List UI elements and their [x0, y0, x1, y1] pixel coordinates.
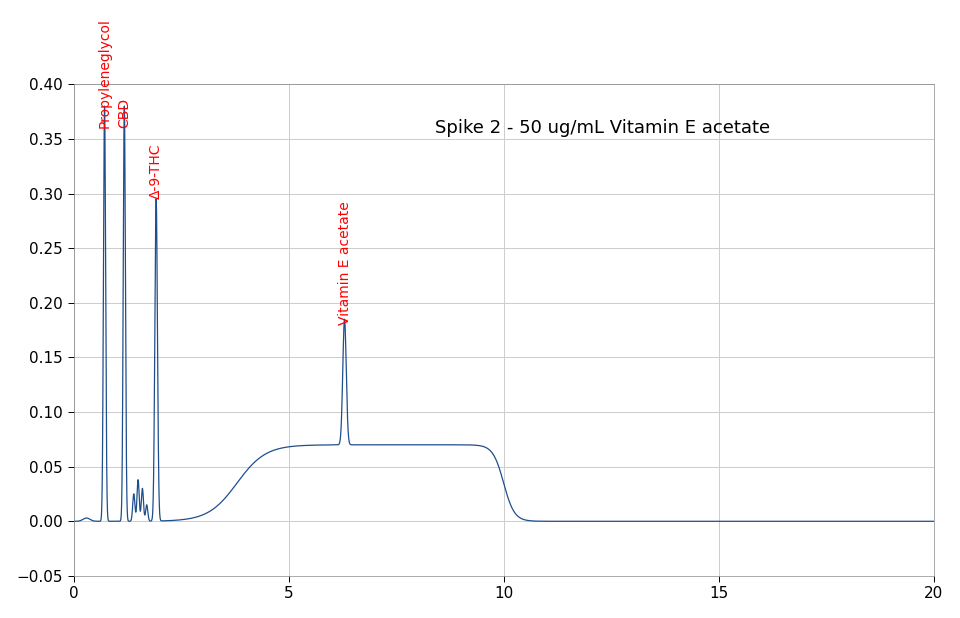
Text: Δ-9-THC: Δ-9-THC — [149, 143, 163, 199]
Text: Spike 2 - 50 ug/mL Vitamin E acetate: Spike 2 - 50 ug/mL Vitamin E acetate — [435, 119, 770, 137]
Text: Vitamin E acetate: Vitamin E acetate — [338, 201, 351, 324]
Text: Propyleneglycol: Propyleneglycol — [98, 18, 111, 128]
Text: CBD: CBD — [117, 98, 132, 128]
